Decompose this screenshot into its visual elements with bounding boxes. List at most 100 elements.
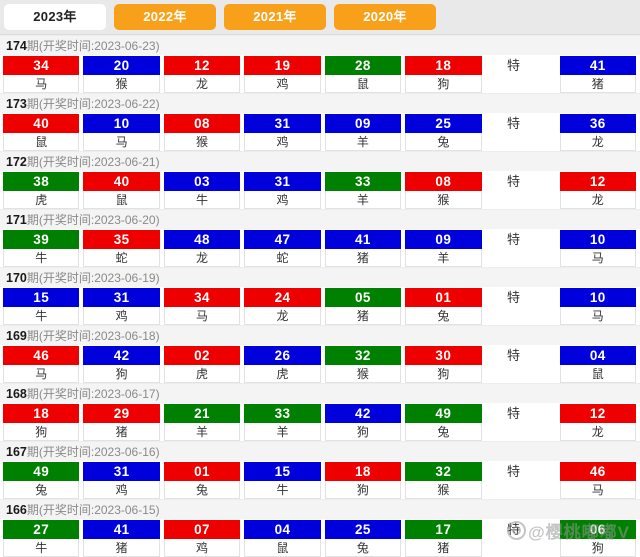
normal-ball: 39 牛 <box>3 230 80 267</box>
ball-zodiac: 猴 <box>83 75 160 93</box>
ball-zodiac: 鸡 <box>83 481 160 499</box>
ball-number: 32 <box>324 346 402 365</box>
draw-issue-number: 170 <box>6 271 27 285</box>
normal-ball: 38 虎 <box>3 172 80 209</box>
draw-numbers-row: 18 狗 29 猪 21 羊 33 羊 42 狗 49 兔特 12 龙 <box>0 403 640 441</box>
ball-number: 19 <box>244 56 321 75</box>
normal-ball: 49 兔 <box>3 462 80 499</box>
ball-number: 34 <box>163 288 241 307</box>
ball-zodiac: 虎 <box>3 191 80 209</box>
ball-zodiac: 猴 <box>163 133 241 151</box>
ball-number: 48 <box>163 230 241 249</box>
normal-ball: 31 鸡 <box>244 114 321 151</box>
ball-zodiac: 鼠 <box>244 539 321 557</box>
normal-ball: 18 狗 <box>405 56 482 93</box>
normal-ball: 15 牛 <box>244 462 321 499</box>
ball-zodiac: 猪 <box>559 75 636 93</box>
special-label: 特 <box>507 522 521 537</box>
draw-date-text: 期(开奖时间:2023-06-22) <box>26 97 160 111</box>
ball-zodiac: 猪 <box>324 249 402 267</box>
normal-ball: 25 兔 <box>405 114 482 151</box>
draw-issue-number: 166 <box>6 503 27 517</box>
ball-zodiac: 马 <box>559 307 636 325</box>
ball-number: 30 <box>405 346 482 365</box>
year-tab-bar: 2023年 2022年 2021年 2020年 <box>0 0 640 35</box>
normal-ball: 47 蛇 <box>244 230 321 267</box>
normal-ball: 09 羊 <box>405 230 482 267</box>
ball-number: 08 <box>163 114 241 133</box>
year-tab-2021[interactable]: 2021年 <box>224 4 326 30</box>
ball-zodiac: 鼠 <box>559 365 636 383</box>
ball-zodiac: 龙 <box>244 307 321 325</box>
special-ball: 04 鼠 <box>559 346 636 383</box>
special-ball: 12 龙 <box>559 404 636 441</box>
ball-number: 32 <box>405 462 482 481</box>
normal-ball: 34 马 <box>163 288 241 325</box>
normal-ball: 30 狗 <box>405 346 482 383</box>
ball-zodiac: 鸡 <box>244 133 321 151</box>
ball-zodiac: 猪 <box>83 539 160 557</box>
year-tab-2022[interactable]: 2022年 <box>114 4 216 30</box>
ball-number: 49 <box>3 462 80 481</box>
normal-ball: 41 猪 <box>83 520 160 557</box>
ball-zodiac: 羊 <box>324 191 402 209</box>
ball-zodiac: 牛 <box>3 539 80 557</box>
ball-number: 10 <box>559 288 636 307</box>
ball-zodiac: 兔 <box>405 133 482 151</box>
draw-date-text: 期(开奖时间:2023-06-21) <box>26 155 160 169</box>
ball-zodiac: 猪 <box>324 307 402 325</box>
ball-number: 31 <box>83 462 160 481</box>
ball-zodiac: 猪 <box>83 423 160 441</box>
normal-ball: 31 鸡 <box>83 462 160 499</box>
ball-zodiac: 牛 <box>163 191 241 209</box>
draw-block: 166期(开奖时间:2023-06-15) 27 牛 41 猪 07 鸡 04 鼠 25 兔 17 猪特… <box>0 499 640 557</box>
draw-block: 173期(开奖时间:2023-06-22) 40 鼠 10 马 08 猴 31 鸡 09 羊 25 兔特… <box>0 93 640 151</box>
special-ball: 41 猪 <box>559 56 636 93</box>
normal-ball: 02 虎 <box>163 346 241 383</box>
normal-ball: 20 猴 <box>83 56 160 93</box>
ball-number: 36 <box>559 114 636 133</box>
draw-date-text: 期(开奖时间:2023-06-16) <box>26 445 160 459</box>
draw-block: 171期(开奖时间:2023-06-20) 39 牛 35 蛇 48 龙 47 蛇 41 猪 09 羊特… <box>0 209 640 267</box>
normal-ball: 03 牛 <box>163 172 241 209</box>
ball-number: 21 <box>163 404 241 423</box>
draw-issue-number: 167 <box>6 445 27 459</box>
ball-number: 34 <box>3 56 80 75</box>
ball-zodiac: 狗 <box>324 423 402 441</box>
ball-number: 18 <box>405 56 482 75</box>
ball-number: 46 <box>559 462 636 481</box>
ball-zodiac: 鼠 <box>324 75 402 93</box>
ball-number: 47 <box>244 230 321 249</box>
ball-number: 20 <box>83 56 160 75</box>
year-tab-2023[interactable]: 2023年 <box>4 4 106 30</box>
draw-date-text: 期(开奖时间:2023-06-20) <box>26 213 160 227</box>
year-tab-2020[interactable]: 2020年 <box>334 4 436 30</box>
normal-ball: 08 猴 <box>405 172 482 209</box>
draw-numbers-row: 46 马 42 狗 02 虎 26 虎 32 猴 30 狗特 04 鼠 <box>0 345 640 383</box>
ball-number: 18 <box>324 462 402 481</box>
ball-zodiac: 羊 <box>163 423 241 441</box>
ball-number: 15 <box>3 288 80 307</box>
draw-date-text: 期(开奖时间:2023-06-17) <box>26 387 160 401</box>
ball-zodiac: 羊 <box>324 133 402 151</box>
ball-number: 41 <box>559 56 636 75</box>
ball-number: 02 <box>163 346 241 365</box>
draw-header: 166期(开奖时间:2023-06-15) <box>0 499 640 519</box>
ball-zodiac: 蛇 <box>244 249 321 267</box>
draw-issue-number: 172 <box>6 155 27 169</box>
ball-zodiac: 猴 <box>324 365 402 383</box>
normal-ball: 41 猪 <box>324 230 402 267</box>
ball-number: 40 <box>83 172 160 191</box>
normal-ball: 15 牛 <box>3 288 80 325</box>
draw-numbers-row: 39 牛 35 蛇 48 龙 47 蛇 41 猪 09 羊特 10 马 <box>0 229 640 267</box>
draw-header: 167期(开奖时间:2023-06-16) <box>0 441 640 461</box>
ball-number: 41 <box>324 230 402 249</box>
ball-zodiac: 羊 <box>405 249 482 267</box>
normal-ball: 42 狗 <box>83 346 160 383</box>
ball-zodiac: 鸡 <box>83 307 160 325</box>
ball-zodiac: 狗 <box>83 365 160 383</box>
normal-ball: 07 鸡 <box>163 520 241 557</box>
ball-zodiac: 兔 <box>405 307 482 325</box>
draw-issue-number: 171 <box>6 213 27 227</box>
ball-zodiac: 龙 <box>559 423 636 441</box>
